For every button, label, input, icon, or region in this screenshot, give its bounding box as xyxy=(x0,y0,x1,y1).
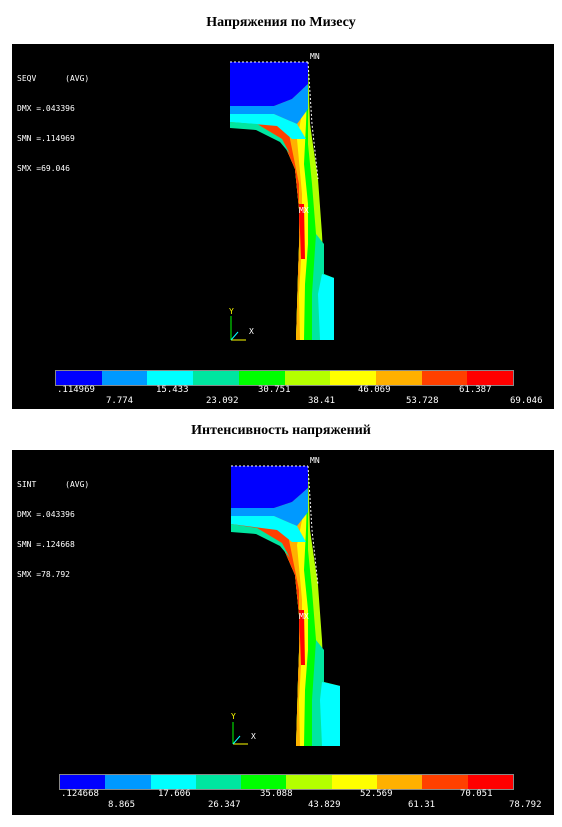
max-marker: MX xyxy=(299,206,309,215)
color-legend-sint xyxy=(59,774,514,790)
plot-info-seqv: SEQV (AVG) DMX =.043396 SMN =.114969 SMX… xyxy=(17,54,89,194)
plot-info-sint: SINT (AVG) DMX =.043396 SMN =.124668 SMX… xyxy=(17,460,89,600)
legend-swatch xyxy=(284,371,331,385)
legend-tick: 23.092 xyxy=(206,396,239,406)
info-line: SMN =.114969 xyxy=(17,134,75,143)
axis-x-label: X xyxy=(251,732,256,741)
legend-tick: 15.433 xyxy=(156,385,189,395)
min-marker: MN xyxy=(310,52,320,61)
contour-plot-seqv: SEQV (AVG) DMX =.043396 SMN =.114969 SMX… xyxy=(12,44,554,409)
legend-tick: 61.31 xyxy=(408,800,436,810)
legend-tick: 17.606 xyxy=(158,789,191,799)
legend-tick: 52.569 xyxy=(360,789,393,799)
legend-tick: 26.347 xyxy=(208,800,241,810)
legend-tick: 38.41 xyxy=(308,396,336,406)
legend-swatch xyxy=(286,775,332,789)
legend-swatch xyxy=(331,775,378,789)
legend-swatch xyxy=(193,371,239,385)
min-marker: MN xyxy=(310,456,320,465)
legend-tick: 35.088 xyxy=(260,789,293,799)
legend-swatch xyxy=(195,775,242,789)
legend-swatch xyxy=(467,371,514,385)
axis-x-label: X xyxy=(249,327,254,336)
legend-tick: .114969 xyxy=(57,385,95,395)
legend-swatch xyxy=(105,775,151,789)
legend-swatch xyxy=(56,371,102,385)
info-line: DMX =.043396 xyxy=(17,104,75,113)
info-line: SINT (AVG) xyxy=(17,480,90,489)
legend-swatch xyxy=(147,371,194,385)
legend-tick: 78.792 xyxy=(509,800,542,810)
legend-swatch xyxy=(101,371,148,385)
info-line: SMX =78.792 xyxy=(17,570,70,579)
legend-swatch xyxy=(238,371,285,385)
info-line: SMN =.124668 xyxy=(17,540,75,549)
legend-swatch xyxy=(60,775,106,789)
plot-title-seqv: Напряжения по Мизесу xyxy=(206,15,356,30)
legend-swatch xyxy=(375,371,422,385)
legend-swatch xyxy=(422,775,468,789)
info-line: DMX =.043396 xyxy=(17,510,75,519)
legend-tick: 69.046 xyxy=(510,396,543,406)
info-line: SMX =69.046 xyxy=(17,164,70,173)
legend-tick: 53.728 xyxy=(406,396,439,406)
info-line: SEQV (AVG) xyxy=(17,74,90,83)
legend-swatch xyxy=(150,775,196,789)
axis-y-label: Y xyxy=(229,307,234,316)
max-marker: MX xyxy=(299,612,309,621)
legend-swatch xyxy=(377,775,423,789)
legend-tick: .124668 xyxy=(61,789,99,799)
legend-swatch xyxy=(241,775,287,789)
contour-plot-sint: SINT (AVG) DMX =.043396 SMN =.124668 SMX… xyxy=(12,450,554,815)
legend-tick: 8.865 xyxy=(108,800,136,810)
legend-tick: 43.829 xyxy=(308,800,341,810)
color-legend-seqv xyxy=(55,370,514,386)
legend-tick: 46.069 xyxy=(358,385,391,395)
model-shape-sint xyxy=(231,465,340,746)
legend-tick: 61.387 xyxy=(459,385,492,395)
legend-swatch xyxy=(330,371,376,385)
model-shape-seqv xyxy=(230,61,334,341)
axis-y-label: Y xyxy=(231,712,236,721)
plot-title-sint: Интенсивность напряжений xyxy=(191,423,371,438)
legend-swatch xyxy=(467,775,513,789)
legend-tick: 30.751 xyxy=(258,385,291,395)
legend-tick: 70.051 xyxy=(460,789,493,799)
legend-tick: 7.774 xyxy=(106,396,134,406)
legend-swatch xyxy=(421,371,468,385)
